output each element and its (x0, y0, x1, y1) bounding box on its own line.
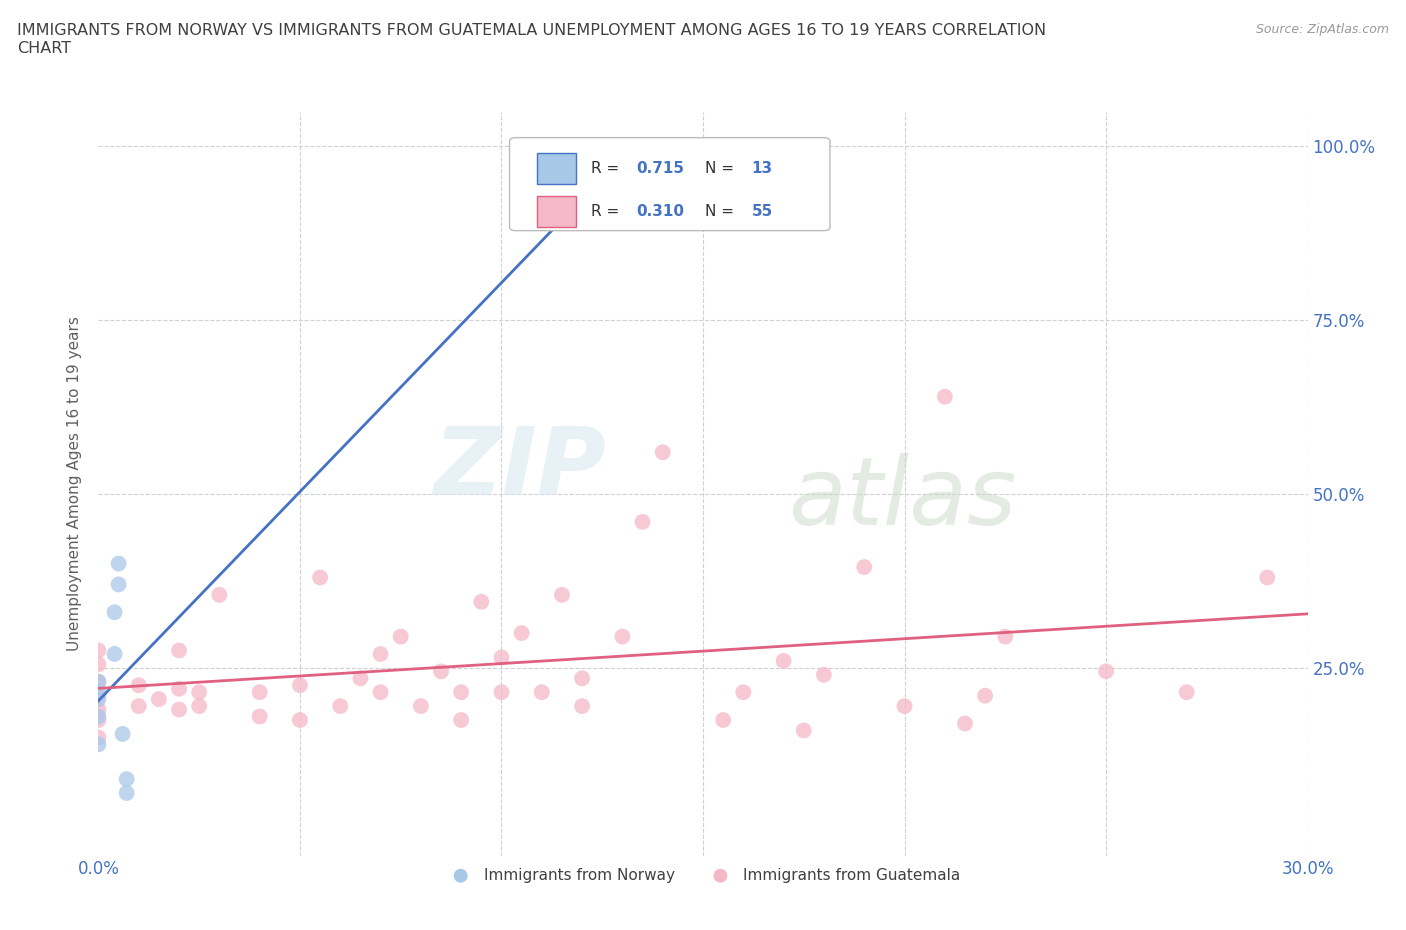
Point (87, 737, 110, 751)
Point (128, 678, 150, 693)
Text: 13: 13 (751, 161, 772, 177)
Point (450, 712, 472, 727)
Point (1095, 664, 1118, 679)
Text: 55: 55 (751, 204, 773, 219)
Point (389, 629, 412, 644)
Point (409, 698, 432, 713)
Text: atlas: atlas (787, 453, 1017, 544)
Point (450, 684, 472, 699)
Point (430, 664, 453, 679)
Point (813, 668, 835, 683)
Point (893, 698, 915, 713)
Point (994, 629, 1017, 644)
Y-axis label: Unemployment Among Ages 16 to 19 years: Unemployment Among Ages 16 to 19 years (67, 316, 83, 651)
Point (571, 188, 593, 203)
Point (953, 716, 976, 731)
Point (793, 723, 815, 737)
Point (208, 588, 231, 603)
Point (349, 671, 371, 685)
Point (107, 556, 129, 571)
Point (1175, 684, 1198, 699)
Point (167, 643, 190, 658)
Point (128, 698, 150, 713)
Point (188, 698, 211, 713)
Point (87, 712, 110, 727)
Point (733, 684, 755, 699)
Point (631, 514, 654, 529)
Point (107, 577, 129, 591)
Point (510, 626, 533, 641)
Text: R =: R = (591, 161, 624, 177)
Point (87, 702, 110, 717)
Text: Source: ZipAtlas.com: Source: ZipAtlas.com (1256, 23, 1389, 36)
Text: 0.715: 0.715 (637, 161, 685, 177)
Point (1256, 570, 1278, 585)
Point (103, 646, 125, 661)
Point (309, 570, 332, 585)
Point (370, 684, 392, 699)
Text: R =: R = (591, 204, 624, 219)
Point (288, 712, 311, 727)
Point (370, 646, 392, 661)
Point (612, 629, 634, 644)
Point (571, 698, 593, 713)
Point (853, 560, 876, 575)
Point (87, 684, 110, 699)
Point (530, 684, 553, 699)
Text: N =: N = (706, 161, 740, 177)
Point (87, 688, 110, 703)
Point (167, 682, 190, 697)
Point (115, 786, 138, 801)
Legend: Immigrants from Norway, Immigrants from Guatemala: Immigrants from Norway, Immigrants from … (439, 862, 967, 889)
Point (188, 684, 211, 699)
Point (87, 657, 110, 671)
Point (249, 684, 271, 699)
Text: N =: N = (706, 204, 740, 219)
Point (470, 594, 492, 609)
Text: 0.310: 0.310 (637, 204, 685, 219)
Point (87, 643, 110, 658)
Point (772, 654, 794, 669)
Point (87, 730, 110, 745)
Point (711, 712, 734, 727)
FancyBboxPatch shape (537, 196, 576, 227)
Point (148, 692, 170, 707)
Point (111, 726, 134, 741)
Point (103, 604, 125, 619)
Point (115, 772, 138, 787)
FancyBboxPatch shape (537, 153, 576, 184)
Point (974, 688, 997, 703)
Point (87, 674, 110, 689)
Point (491, 650, 513, 665)
Point (491, 684, 513, 699)
Text: ZIP: ZIP (433, 423, 606, 514)
Point (551, 588, 574, 603)
Point (87, 692, 110, 707)
Text: IMMIGRANTS FROM NORWAY VS IMMIGRANTS FROM GUATEMALA UNEMPLOYMENT AMONG AGES 16 T: IMMIGRANTS FROM NORWAY VS IMMIGRANTS FRO… (17, 23, 1046, 56)
Point (167, 702, 190, 717)
Point (329, 698, 352, 713)
Point (934, 390, 956, 405)
Point (571, 671, 593, 685)
Point (87, 709, 110, 724)
Point (288, 678, 311, 693)
Point (249, 709, 271, 724)
Point (651, 445, 673, 459)
Point (87, 674, 110, 689)
FancyBboxPatch shape (509, 138, 830, 231)
